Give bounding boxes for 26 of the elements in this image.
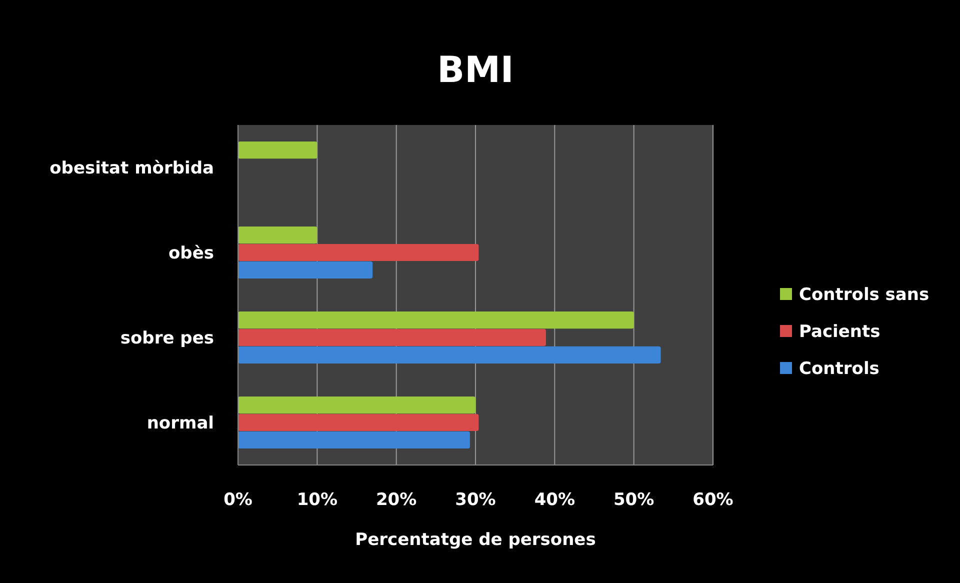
bar [238, 431, 470, 448]
legend-label: Controls [799, 359, 880, 379]
x-tick-label: 30% [455, 490, 496, 510]
x-tick-label: 20% [376, 490, 417, 510]
y-tick-label: normal [146, 414, 214, 434]
x-tick-label: 60% [692, 490, 734, 510]
x-tick-label: 40% [534, 490, 576, 510]
bar [238, 142, 318, 159]
x-tick-label: 0% [224, 490, 252, 510]
bar [238, 328, 546, 346]
x-axis-title: Percentatge de persones [355, 530, 596, 550]
y-tick-label: obès [168, 244, 214, 264]
bar [238, 414, 479, 432]
bar [238, 396, 476, 414]
bar [238, 261, 373, 278]
x-tick-label: 50% [613, 490, 654, 510]
legend-label: Pacients [799, 322, 880, 342]
bar [238, 346, 661, 364]
chart-title: BMI [437, 50, 514, 91]
bar [238, 226, 318, 244]
bar [238, 312, 634, 329]
y-tick-label: obesitat mòrbida [50, 158, 214, 178]
x-tick-label: 10% [296, 490, 338, 510]
y-tick-label: sobre pes [120, 328, 214, 348]
legend-label: Controls sans [799, 285, 930, 305]
bar [238, 244, 479, 262]
